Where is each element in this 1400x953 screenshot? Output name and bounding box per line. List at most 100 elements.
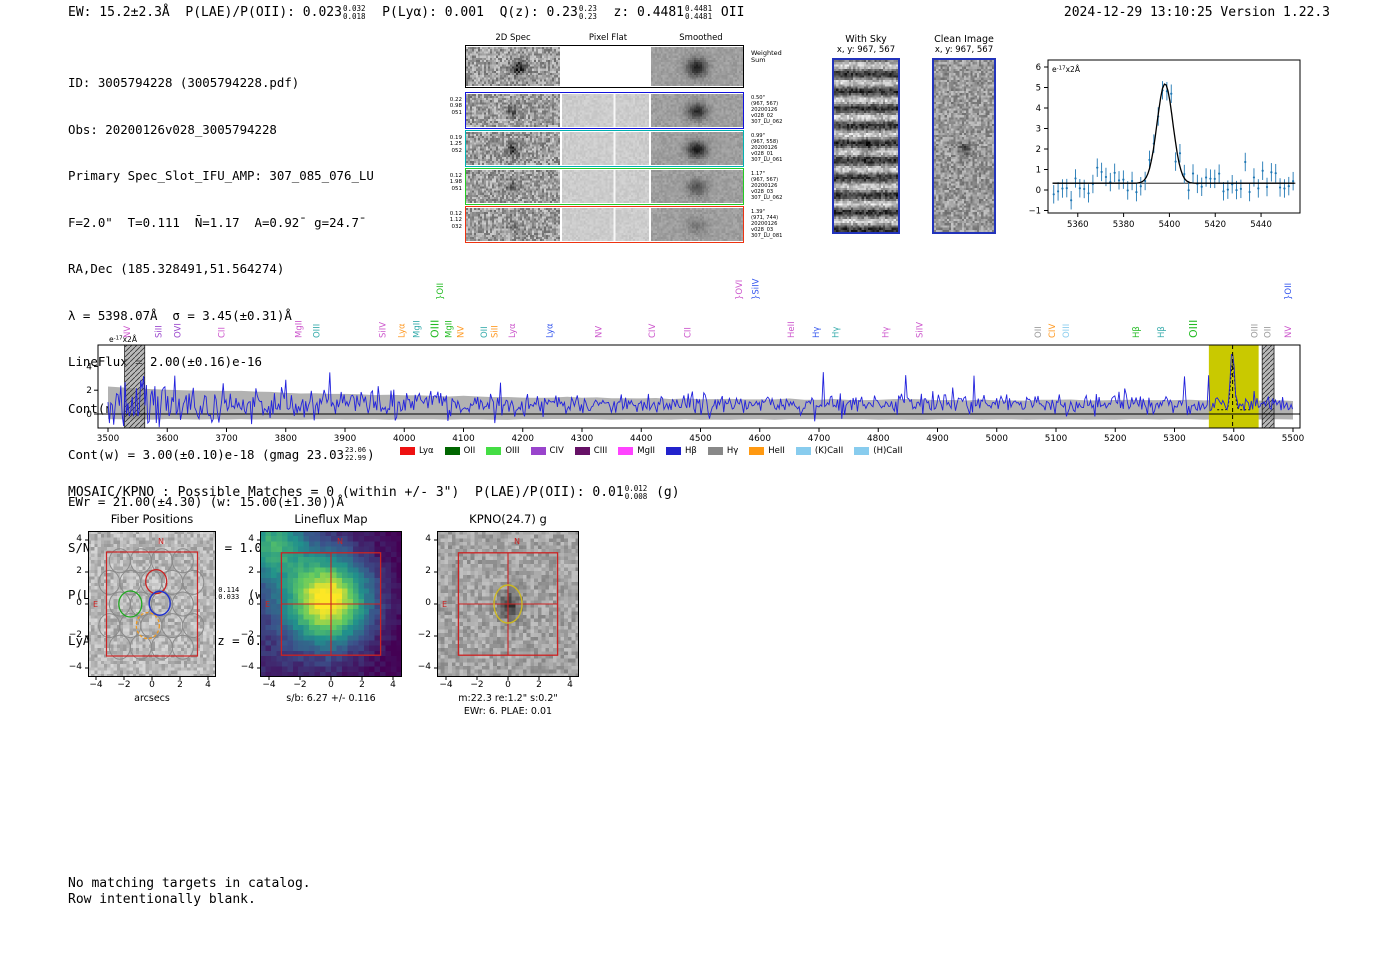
y-tick-label: 0 <box>76 598 82 608</box>
x-tick-label: 4 <box>567 680 573 690</box>
source-aperture-ellipse <box>493 584 523 624</box>
kpno-title: KPNO(24.7) g <box>469 512 547 526</box>
clean-image-coords: x, y: 967, 567 <box>934 45 994 55</box>
spec-2d-row-1 <box>465 92 744 129</box>
row1-w2: 0.98 <box>449 103 462 110</box>
row1-2d-image <box>466 94 560 127</box>
plot-border <box>1047 59 1301 214</box>
emission-line-label: CIV <box>1048 324 1058 338</box>
mosaic-match-line: MOSAIC/KPNO : Possible Matches = 0 (with… <box>68 485 680 501</box>
footer-line-1: No matching targets in catalog. <box>68 876 311 891</box>
summary-z-type: OII <box>713 5 745 20</box>
plot-border <box>97 344 1301 429</box>
row2-pixelflat-image <box>562 132 649 165</box>
row2-dist: 0.99" <box>751 133 765 139</box>
legend-item-Hβ: Hβ <box>666 446 697 456</box>
emission-line-label: NV <box>123 326 133 338</box>
y-tick-label: 4 <box>86 362 92 372</box>
legend-label: OIII <box>505 446 520 456</box>
east-label: E <box>442 600 447 609</box>
y-tick-label: 0 <box>248 598 254 608</box>
emission-line-label: Hβ <box>1132 326 1142 338</box>
legend-swatch <box>795 447 811 455</box>
legend-label: HeII <box>768 446 785 456</box>
east-label: E <box>265 600 270 609</box>
x-tick-label: 5400 <box>1223 434 1246 444</box>
timestamp: 2024-12-29 13:10:25 Version 1.22.3 <box>1063 5 1330 20</box>
kpno-overlay: NE <box>434 531 579 680</box>
y-tick-label: 4 <box>1036 104 1041 114</box>
y-tick-label: 1 <box>1036 166 1041 176</box>
row4-w1: 0.12 <box>449 211 462 217</box>
row2-w2: 1.25 <box>449 141 462 148</box>
row3-shot: v028_03 <box>751 189 774 195</box>
legend-label: Hβ <box>685 446 697 456</box>
info-id: ID: 3005794228 (3005794228.pdf) <box>68 75 300 90</box>
row2-xy: (967, 558) <box>751 139 779 145</box>
info-ewr: EWr = 21.00(±4.30) (w: 15.00(±1.30))Å <box>68 493 345 509</box>
y-tick-label: −4 <box>240 662 254 672</box>
x-tick-label: 4000 <box>393 434 416 444</box>
row2-annotation: 0.99" (967, 558) 20200126 v028_01 307_LU… <box>751 133 793 163</box>
x-tick-label: 4 <box>390 680 396 690</box>
y-tick-label: −2 <box>240 630 254 640</box>
emission-line-label: HeII <box>787 321 797 338</box>
y-tick-label: 2 <box>1036 145 1041 155</box>
fiber-positions-title: Fiber Positions <box>110 512 194 526</box>
row1-shot: v028_02 <box>751 113 774 119</box>
row1-w3: 051 <box>451 109 463 116</box>
emission-line-label: }OVI <box>735 280 745 300</box>
plot-border <box>88 531 216 677</box>
axis-ticks: 3500 3600 3700 3800 3900 4000 4100 4200 4300 4400… <box>86 362 1304 444</box>
row1-w1: 0.22 <box>449 97 462 103</box>
footer-note: No matching targets in catalog. Row inte… <box>68 876 311 907</box>
y-tick-label: 3 <box>1036 125 1041 135</box>
row4-date: 20200126 <box>751 221 778 227</box>
emission-line-label: Lyα <box>508 323 518 338</box>
emission-line-label: OIII <box>1187 320 1200 338</box>
y-tick-label: −1 <box>1028 207 1041 217</box>
emission-line-label: OIII <box>1062 324 1072 338</box>
row3-w3: 051 <box>451 185 463 192</box>
y-tick-label: 2 <box>425 566 431 576</box>
emission-line-label: CII <box>218 327 228 338</box>
x-tick-label: 3800 <box>275 434 298 444</box>
x-tick-label: 3500 <box>97 434 120 444</box>
spectrum-trace <box>107 354 1293 428</box>
gmag-range: 23.06 22.99 <box>344 446 367 462</box>
x-tick-label: 5200 <box>1104 434 1127 444</box>
row3-date: 20200126 <box>751 183 778 189</box>
x-tick-label: 5360 <box>1067 220 1089 230</box>
legend-label: CIII <box>593 446 608 456</box>
north-label: N <box>337 537 343 546</box>
mosaic-text: MOSAIC/KPNO : Possible Matches = 0 (with… <box>68 485 624 500</box>
z-range: 0.4481 0.4481 <box>684 5 713 21</box>
summary-header: EW: 15.2±2.3Å P(LAE)/P(OII): 0.023 0.032… <box>68 5 744 21</box>
row1-weights: 0.22 0.98 051 <box>438 97 462 116</box>
row3-2d-image <box>466 170 560 203</box>
y-tick-label: 0 <box>425 598 431 608</box>
info-seeing: F=2.0" T=0.111 N̄=1.17 A=0.92̄ g=24.7̄ <box>68 214 359 230</box>
mosaic-plae-range: 0.012 0.008 <box>624 485 649 501</box>
fiber-positions-overlay: NE <box>85 531 216 680</box>
x-tick-label: 4 <box>205 680 211 690</box>
y-axis-label: e-17x2Å <box>109 335 138 344</box>
y-tick-label: 2 <box>86 386 92 396</box>
row2-2d-image <box>466 132 560 165</box>
emission-line-label: Hβ <box>1157 326 1167 338</box>
info-cont-w-pre: Cont(w) = 3.00(±0.10)e-18 (gmag 23.03 <box>68 447 345 462</box>
legend-item-CIII: CIII <box>574 446 608 456</box>
legend-swatch <box>486 447 502 455</box>
row3-w2: 1.98 <box>449 179 462 186</box>
row1-amp: 307_LU_062 <box>751 119 783 125</box>
info-radec: RA,Dec (185.328491,51.564274) <box>68 261 285 276</box>
kpno-caption-2: EWr: 6. PLAE: 0.01 <box>463 706 553 717</box>
row2-w1: 0.19 <box>449 135 462 141</box>
y-tick-label: 0 <box>86 410 92 420</box>
emission-line-fit-plot: 5360 5380 5400 5420 5440 −1 0 1 2 3 4 5 6 e-17x2Å <box>1028 59 1301 230</box>
spectrum-legend: Lyα OII OIII CIV CIII MgII Hβ Hγ HeII (K)CaII (H)C… <box>400 446 902 456</box>
plae-range-2: 0.114 0.033 <box>217 586 240 602</box>
x-tick-label: 4800 <box>867 434 890 444</box>
x-tick-label: 4300 <box>571 434 594 444</box>
row4-2d-image <box>466 208 560 241</box>
